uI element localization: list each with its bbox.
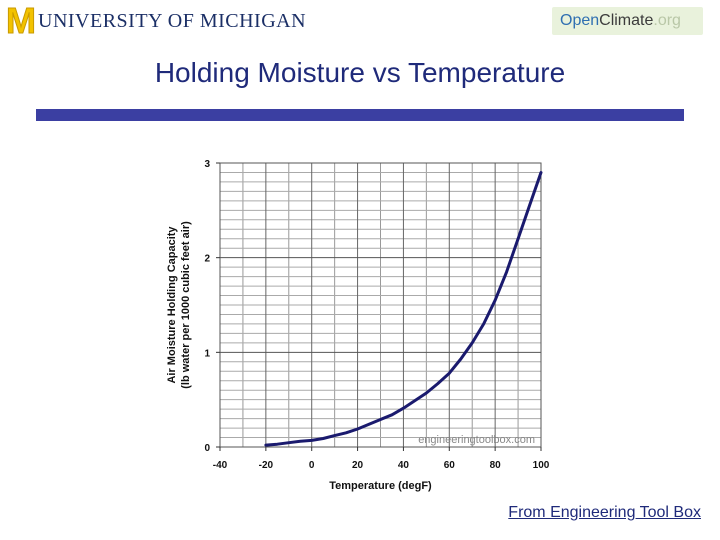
y-tick-label: 3 [204, 159, 210, 170]
open-climate-logo-text: OpenClimate.org [560, 12, 681, 30]
open-climate-logo: OpenClimate.org [552, 7, 703, 35]
grid-minor [220, 163, 541, 447]
x-tick-label: 100 [533, 460, 550, 471]
y-tick-label: 1 [204, 348, 210, 359]
x-tick-label: 20 [352, 460, 364, 471]
x-tick-label: 0 [309, 460, 315, 471]
university-wordmark: UNIVERSITY OF MICHIGAN [38, 10, 307, 32]
logo-open: Open [560, 12, 600, 29]
x-tick-label: -20 [259, 460, 274, 471]
y-tick-label: 2 [204, 254, 210, 265]
y-tick-label: 0 [204, 443, 210, 454]
x-tick-label: 80 [490, 460, 502, 471]
x-tick-label: 60 [444, 460, 456, 471]
y-axis-label-line2: (lb water per 1000 cubic feet air) [180, 221, 192, 389]
x-axis-label: Temperature (degF) [329, 480, 432, 492]
x-ticks: -40 -20 0 20 40 60 80 100 [213, 447, 550, 471]
block-m-icon: M [6, 0, 37, 41]
title-divider [36, 109, 684, 121]
x-tick-label: -40 [213, 460, 228, 471]
series-line-moisture-capacity [264, 171, 543, 447]
logo-org: .org [653, 12, 681, 29]
logo-climate: Climate [599, 12, 654, 29]
x-tick-label: 40 [398, 460, 410, 471]
y-axis-label-line1: Air Moisture Holding Capacity [166, 226, 178, 384]
plot-frame [219, 162, 542, 448]
watermark: engineeringtoolbox.com [418, 434, 535, 446]
university-of-michigan-logo: M UNIVERSITY OF MICHIGAN [6, 0, 307, 41]
source-link[interactable]: From Engineering Tool Box [508, 504, 701, 521]
y-ticks: 0 1 2 3 [204, 159, 220, 454]
slide-title: Holding Moisture vs Temperature [154, 57, 566, 88]
grid-major [220, 163, 541, 447]
